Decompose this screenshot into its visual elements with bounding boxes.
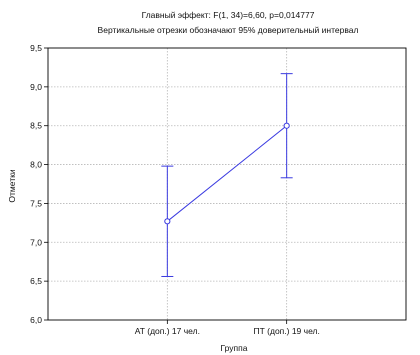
y-tick-label: 7,0 xyxy=(30,237,42,247)
y-tick-label: 7,5 xyxy=(30,198,42,208)
y-tick-label: 8,0 xyxy=(30,160,42,170)
y-tick-label: 6,0 xyxy=(30,315,42,325)
y-tick-label: 9,5 xyxy=(30,43,42,53)
x-tick-label: АТ (доп.) 17 чел. xyxy=(135,326,200,336)
data-point xyxy=(283,122,290,129)
x-tick-label: ПТ (доп.) 19 чел. xyxy=(253,326,319,336)
chart-subtitle: Вертикальные отрезки обозначают 95% дове… xyxy=(98,25,359,35)
data-point xyxy=(164,218,171,225)
series-line xyxy=(167,125,287,222)
chart-title: Главный эффект: F(1, 34)=6,60, p=0,01477… xyxy=(142,10,315,20)
y-tick-label: 8,5 xyxy=(30,121,42,131)
x-axis-label: Группа xyxy=(221,343,248,353)
y-axis-label: Отметки xyxy=(7,169,17,202)
y-tick-label: 6,5 xyxy=(30,276,42,286)
plot-frame xyxy=(47,47,407,321)
y-tick-label: 9,0 xyxy=(30,82,42,92)
